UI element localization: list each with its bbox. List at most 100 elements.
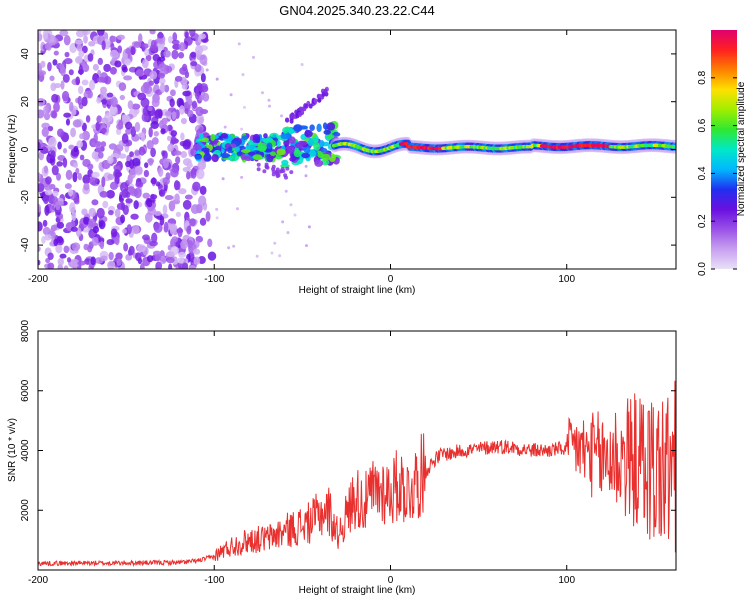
spectrogram-cell	[110, 96, 118, 108]
spectrogram-cell	[87, 53, 94, 62]
spectrogram-cell	[173, 150, 182, 156]
spectrogram-cell	[70, 258, 80, 268]
spectrogram-cell	[154, 253, 162, 262]
spectrogram-cell	[123, 75, 133, 81]
spectrogram-marks	[38, 30, 676, 269]
spectrogram-cell	[44, 189, 53, 196]
spectrogram-cell	[77, 95, 82, 106]
spectrogram-cell	[150, 147, 156, 158]
spectrogram-cell	[289, 170, 294, 175]
spectrogram-cell	[205, 211, 211, 222]
spectrogram-cell	[115, 128, 122, 135]
spectrogram-cell	[227, 146, 233, 151]
spectrogram-cell	[167, 143, 174, 152]
spectrogram-cell	[109, 49, 119, 58]
spectrogram-cell	[113, 169, 121, 179]
spectrogram-cell	[81, 79, 89, 86]
spectrogram-cell	[83, 182, 90, 191]
spectrogram-cell	[281, 168, 286, 173]
spectrogram-cell	[314, 159, 324, 167]
spectrogram-cell	[49, 75, 55, 82]
spectrogram-cell	[56, 172, 62, 181]
spectrogram-cell	[125, 198, 133, 204]
spectrogram-cell	[176, 181, 181, 190]
x-tick-label: -200	[28, 575, 48, 586]
spectrogram-cell	[321, 153, 331, 161]
spectrogram-cell	[194, 63, 202, 73]
y-tick-label: 20	[20, 96, 31, 108]
spectrogram-cell	[199, 185, 207, 195]
spectrogram-cell	[115, 144, 124, 152]
spectrogram-cell	[288, 136, 296, 145]
spectrogram-cell	[221, 152, 231, 159]
colorbar-tick-label: 0.6	[697, 118, 708, 132]
spectrogram-cell	[50, 150, 56, 160]
spectrogram-cell	[241, 149, 251, 154]
spectrogram-cell	[120, 214, 126, 224]
x-tick-label: 100	[558, 274, 575, 285]
spectrogram-cell	[92, 63, 99, 71]
spectrogram-cell	[69, 202, 76, 214]
spectrogram-cell	[166, 135, 172, 141]
spectrogram-cell	[38, 141, 41, 152]
spectrogram-cell	[96, 115, 103, 123]
spectrogram-cell	[199, 217, 207, 226]
spectrogram-cell	[171, 39, 180, 45]
spectrogram-cell	[283, 139, 290, 147]
spectrogram-cell	[195, 106, 204, 117]
spectrogram-cell	[127, 248, 133, 256]
spectrogram-cell	[192, 248, 201, 255]
spectrogram-cell	[79, 133, 85, 140]
spectrogram-cell	[76, 56, 83, 63]
spectrogram-cell	[276, 148, 286, 156]
spectrogram-cell	[282, 126, 291, 134]
spectrogram-cell	[251, 55, 255, 59]
spectrogram-cell	[317, 97, 322, 103]
spectrogram-cell	[118, 153, 127, 159]
spectrogram-cell	[166, 65, 173, 73]
spectrogram-cell	[170, 130, 178, 137]
spectrogram-cell	[194, 45, 204, 55]
spectrogram-cell	[171, 49, 179, 60]
spectrogram-cell	[313, 142, 321, 151]
spectrogram-cell	[188, 264, 196, 269]
spectrogram-cell	[263, 137, 270, 143]
y-tick-label: 8000	[20, 319, 31, 342]
spectrogram-cell	[51, 110, 58, 119]
colorbar-label: Normalized spectral amplitude	[736, 81, 747, 216]
spectrogram-cell	[175, 156, 181, 165]
spectrogram-cell	[75, 76, 80, 86]
spectrogram-cell	[116, 123, 124, 130]
spectrogram-cell	[106, 238, 115, 246]
spectrogram-cell	[49, 227, 55, 236]
spectrogram-cell	[304, 244, 308, 248]
spectrogram-cell	[107, 173, 115, 181]
spectrogram-cell	[180, 151, 188, 158]
spectrogram-cell	[178, 188, 187, 195]
spectrogram-cell	[271, 169, 276, 174]
spectrogram-cell	[164, 84, 170, 93]
spectrogram-cell	[232, 244, 236, 248]
spectrogram-cell	[56, 161, 64, 167]
spectrogram-cell	[228, 156, 233, 161]
spectrogram-cell	[51, 165, 59, 176]
y-tick-label: -40	[20, 237, 31, 252]
spectrogram-cell	[170, 168, 179, 178]
spectrogram-cell	[129, 167, 136, 179]
spectrogram-cell	[165, 256, 175, 264]
spectrogram-cell	[241, 73, 245, 77]
spectrogram-cell	[154, 109, 162, 120]
spectrogram-cell	[38, 259, 41, 266]
spectrogram-cell	[144, 162, 149, 169]
colorbar-tick-label: 0.8	[697, 70, 708, 84]
spectrogram-cell	[47, 125, 54, 132]
spectrogram-cell	[66, 222, 74, 228]
spectrogram-cell	[198, 33, 206, 40]
spectrogram-cell	[68, 69, 74, 76]
spectrogram-cell	[187, 162, 193, 168]
spectrogram-cell	[299, 140, 308, 146]
spectrogram-cell	[151, 137, 159, 145]
spectrogram-cell	[172, 32, 178, 42]
spectrogram-cell	[124, 58, 131, 66]
spectrogram-cell	[100, 141, 107, 148]
